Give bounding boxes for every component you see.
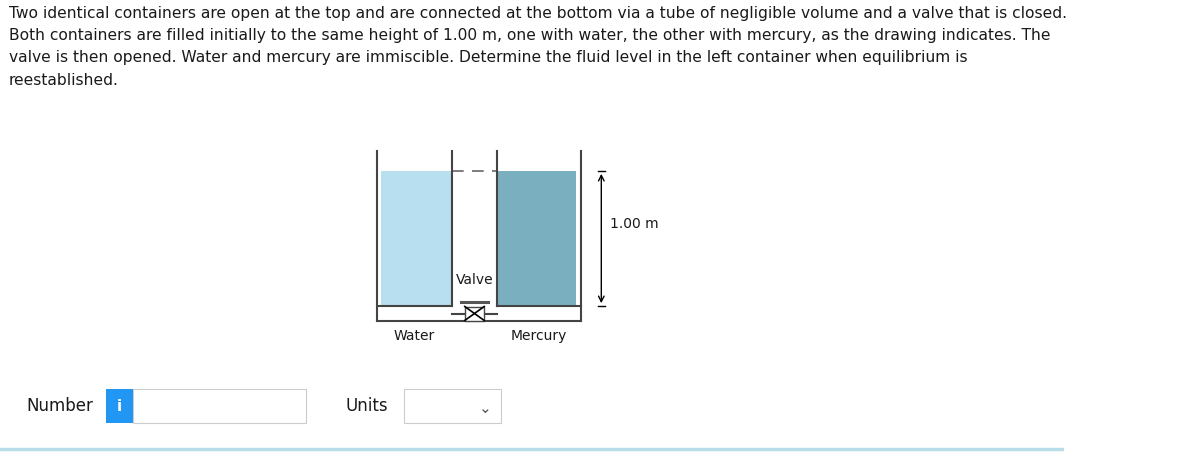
Bar [107, 389, 133, 423]
Text: Valve: Valve [456, 272, 493, 286]
Text: Mercury: Mercury [510, 329, 566, 343]
Text: Two identical containers are open at the top and are connected at the bottom via: Two identical containers are open at the… [8, 6, 1067, 88]
Bar [382, 171, 452, 306]
Text: Number: Number [26, 397, 94, 415]
Bar [497, 171, 576, 306]
Text: i: i [118, 398, 122, 414]
Text: ⌄: ⌄ [479, 401, 492, 415]
Bar [464, 307, 485, 320]
Bar [403, 389, 502, 423]
Text: 1.00 m: 1.00 m [610, 217, 659, 230]
Text: Water: Water [394, 329, 436, 343]
Bar [133, 389, 306, 423]
Text: Units: Units [346, 397, 389, 415]
